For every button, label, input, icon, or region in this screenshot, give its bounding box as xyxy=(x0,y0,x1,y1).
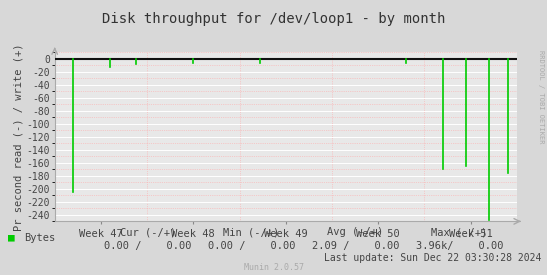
Text: 0.00 /    0.00: 0.00 / 0.00 xyxy=(104,241,191,251)
Text: 2.09 /    0.00: 2.09 / 0.00 xyxy=(312,241,399,251)
Text: 0.00 /    0.00: 0.00 / 0.00 xyxy=(208,241,295,251)
Text: RRDTOOL / TOBI OETIKER: RRDTOOL / TOBI OETIKER xyxy=(538,50,544,143)
Text: Min (-/+): Min (-/+) xyxy=(224,227,280,237)
Text: Max (-/+): Max (-/+) xyxy=(432,227,487,237)
Text: Bytes: Bytes xyxy=(25,233,56,243)
Text: 3.96k/    0.00: 3.96k/ 0.00 xyxy=(416,241,503,251)
Text: ■: ■ xyxy=(8,233,15,243)
Text: Cur (-/+): Cur (-/+) xyxy=(120,227,176,237)
Text: Disk throughput for /dev/loop1 - by month: Disk throughput for /dev/loop1 - by mont… xyxy=(102,12,445,26)
Text: Avg (-/+): Avg (-/+) xyxy=(328,227,383,237)
Y-axis label: Pr second read (-) / write (+): Pr second read (-) / write (+) xyxy=(14,43,24,230)
Text: Last update: Sun Dec 22 03:30:28 2024: Last update: Sun Dec 22 03:30:28 2024 xyxy=(324,253,542,263)
Text: Munin 2.0.57: Munin 2.0.57 xyxy=(243,263,304,272)
